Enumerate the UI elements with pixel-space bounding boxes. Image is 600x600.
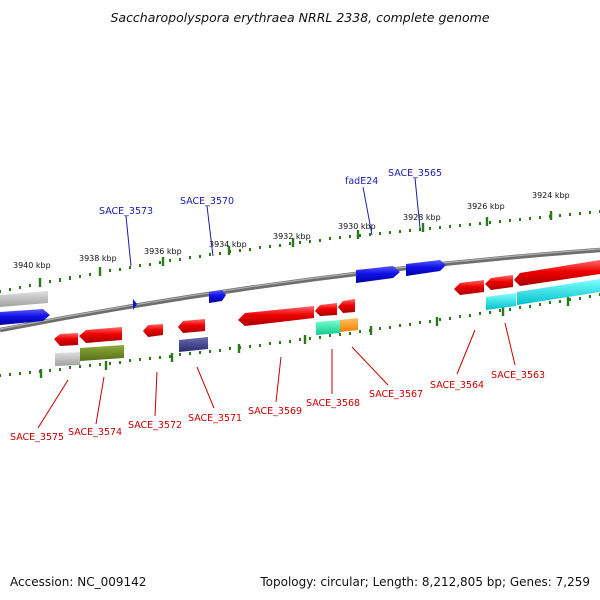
gene-label[interactable]: SACE_3563 [491, 370, 545, 381]
scale-label: 3926 kbp [467, 202, 505, 211]
gene-label[interactable]: SACE_3564 [430, 380, 484, 391]
gene-label[interactable]: SACE_3575 [10, 432, 64, 443]
gene-feature[interactable] [143, 324, 163, 337]
label-leader-line [456, 329, 476, 375]
outer-tick-ring [0, 210, 600, 293]
cyan-feature[interactable] [517, 279, 600, 305]
gene-feature[interactable] [406, 260, 446, 276]
scale-label: 3932 kbp [273, 232, 311, 241]
gene-label[interactable]: SACE_3571 [188, 413, 242, 424]
gene-label[interactable]: SACE_3568 [306, 398, 360, 409]
gene-label[interactable]: SACE_3574 [68, 427, 122, 438]
gene-label[interactable]: SACE_3570 [180, 196, 234, 207]
gene-feature[interactable] [338, 299, 355, 313]
olive-feature[interactable] [80, 345, 124, 361]
label-leader-line [351, 346, 389, 386]
gene-feature[interactable] [133, 299, 137, 310]
reverse-strand-features [54, 260, 600, 346]
scale-label: 3928 kbp [403, 213, 441, 222]
gene-label[interactable]: SACE_3572 [128, 420, 182, 431]
gene-feature[interactable] [485, 275, 513, 290]
label-leader-line [196, 366, 215, 409]
scale-label: 3924 kbp [532, 191, 570, 200]
genome-backbone [0, 247, 600, 333]
label-leader-line [95, 376, 105, 425]
page-title: Saccharopolyspora erythraea NRRL 2338, c… [110, 10, 490, 25]
label-leader-line [414, 177, 421, 229]
gene-feature[interactable] [238, 306, 314, 326]
scale-label: 3938 kbp [79, 254, 117, 263]
gene-label[interactable]: SACE_3567 [369, 389, 423, 400]
gray-feature[interactable] [0, 291, 48, 307]
scale-label: 3934 kbp [209, 240, 247, 249]
inner-tick-ring [0, 293, 600, 378]
gene-feature[interactable] [356, 266, 400, 283]
reverse-labels: SACE_3575 SACE_3574 SACE_3572 SACE_3571 … [10, 322, 545, 443]
gene-feature[interactable] [209, 290, 226, 303]
forward-labels: SACE_3573 SACE_3570 fadE24 SACE_3565 [99, 168, 442, 267]
gene-feature[interactable] [79, 327, 122, 343]
gene-feature[interactable] [0, 309, 50, 325]
slate-feature[interactable] [179, 337, 208, 352]
accession-text: Accession: NC_009142 [10, 575, 147, 589]
scale-label: 3940 kbp [13, 261, 51, 270]
gene-label[interactable]: SACE_3573 [99, 206, 153, 217]
label-leader-line [504, 322, 516, 366]
cyan-feature[interactable] [486, 293, 516, 310]
scale-label: 3936 kbp [144, 247, 182, 256]
label-leader-line [125, 215, 132, 267]
gene-label[interactable]: SACE_3569 [248, 406, 302, 417]
scale-label: 3930 kbp [338, 222, 376, 231]
genome-backbone-highlight [0, 248, 600, 330]
forward-strand-features [0, 260, 446, 325]
gene-label[interactable]: SACE_3565 [388, 168, 442, 179]
gene-label[interactable]: fadE24 [345, 176, 378, 187]
gene-feature[interactable] [178, 319, 205, 333]
genome-stats-text: Topology: circular; Length: 8,212,805 bp… [260, 575, 590, 589]
gene-feature[interactable] [514, 260, 600, 286]
gene-feature[interactable] [315, 303, 337, 316]
label-leader-line [275, 356, 282, 403]
label-leader-line [154, 371, 158, 417]
label-leader-line [362, 186, 373, 236]
gene-feature[interactable] [54, 333, 78, 346]
orange-feature[interactable] [340, 318, 358, 332]
gray-feature[interactable] [55, 352, 80, 366]
teal-feature[interactable] [316, 320, 340, 335]
label-leader-line [37, 379, 69, 429]
scale-labels: 3940 kbp 3938 kbp 3936 kbp 3934 kbp 3932… [13, 191, 570, 270]
gene-feature[interactable] [454, 280, 484, 295]
label-leader-line [206, 205, 214, 257]
other-features [55, 279, 600, 366]
